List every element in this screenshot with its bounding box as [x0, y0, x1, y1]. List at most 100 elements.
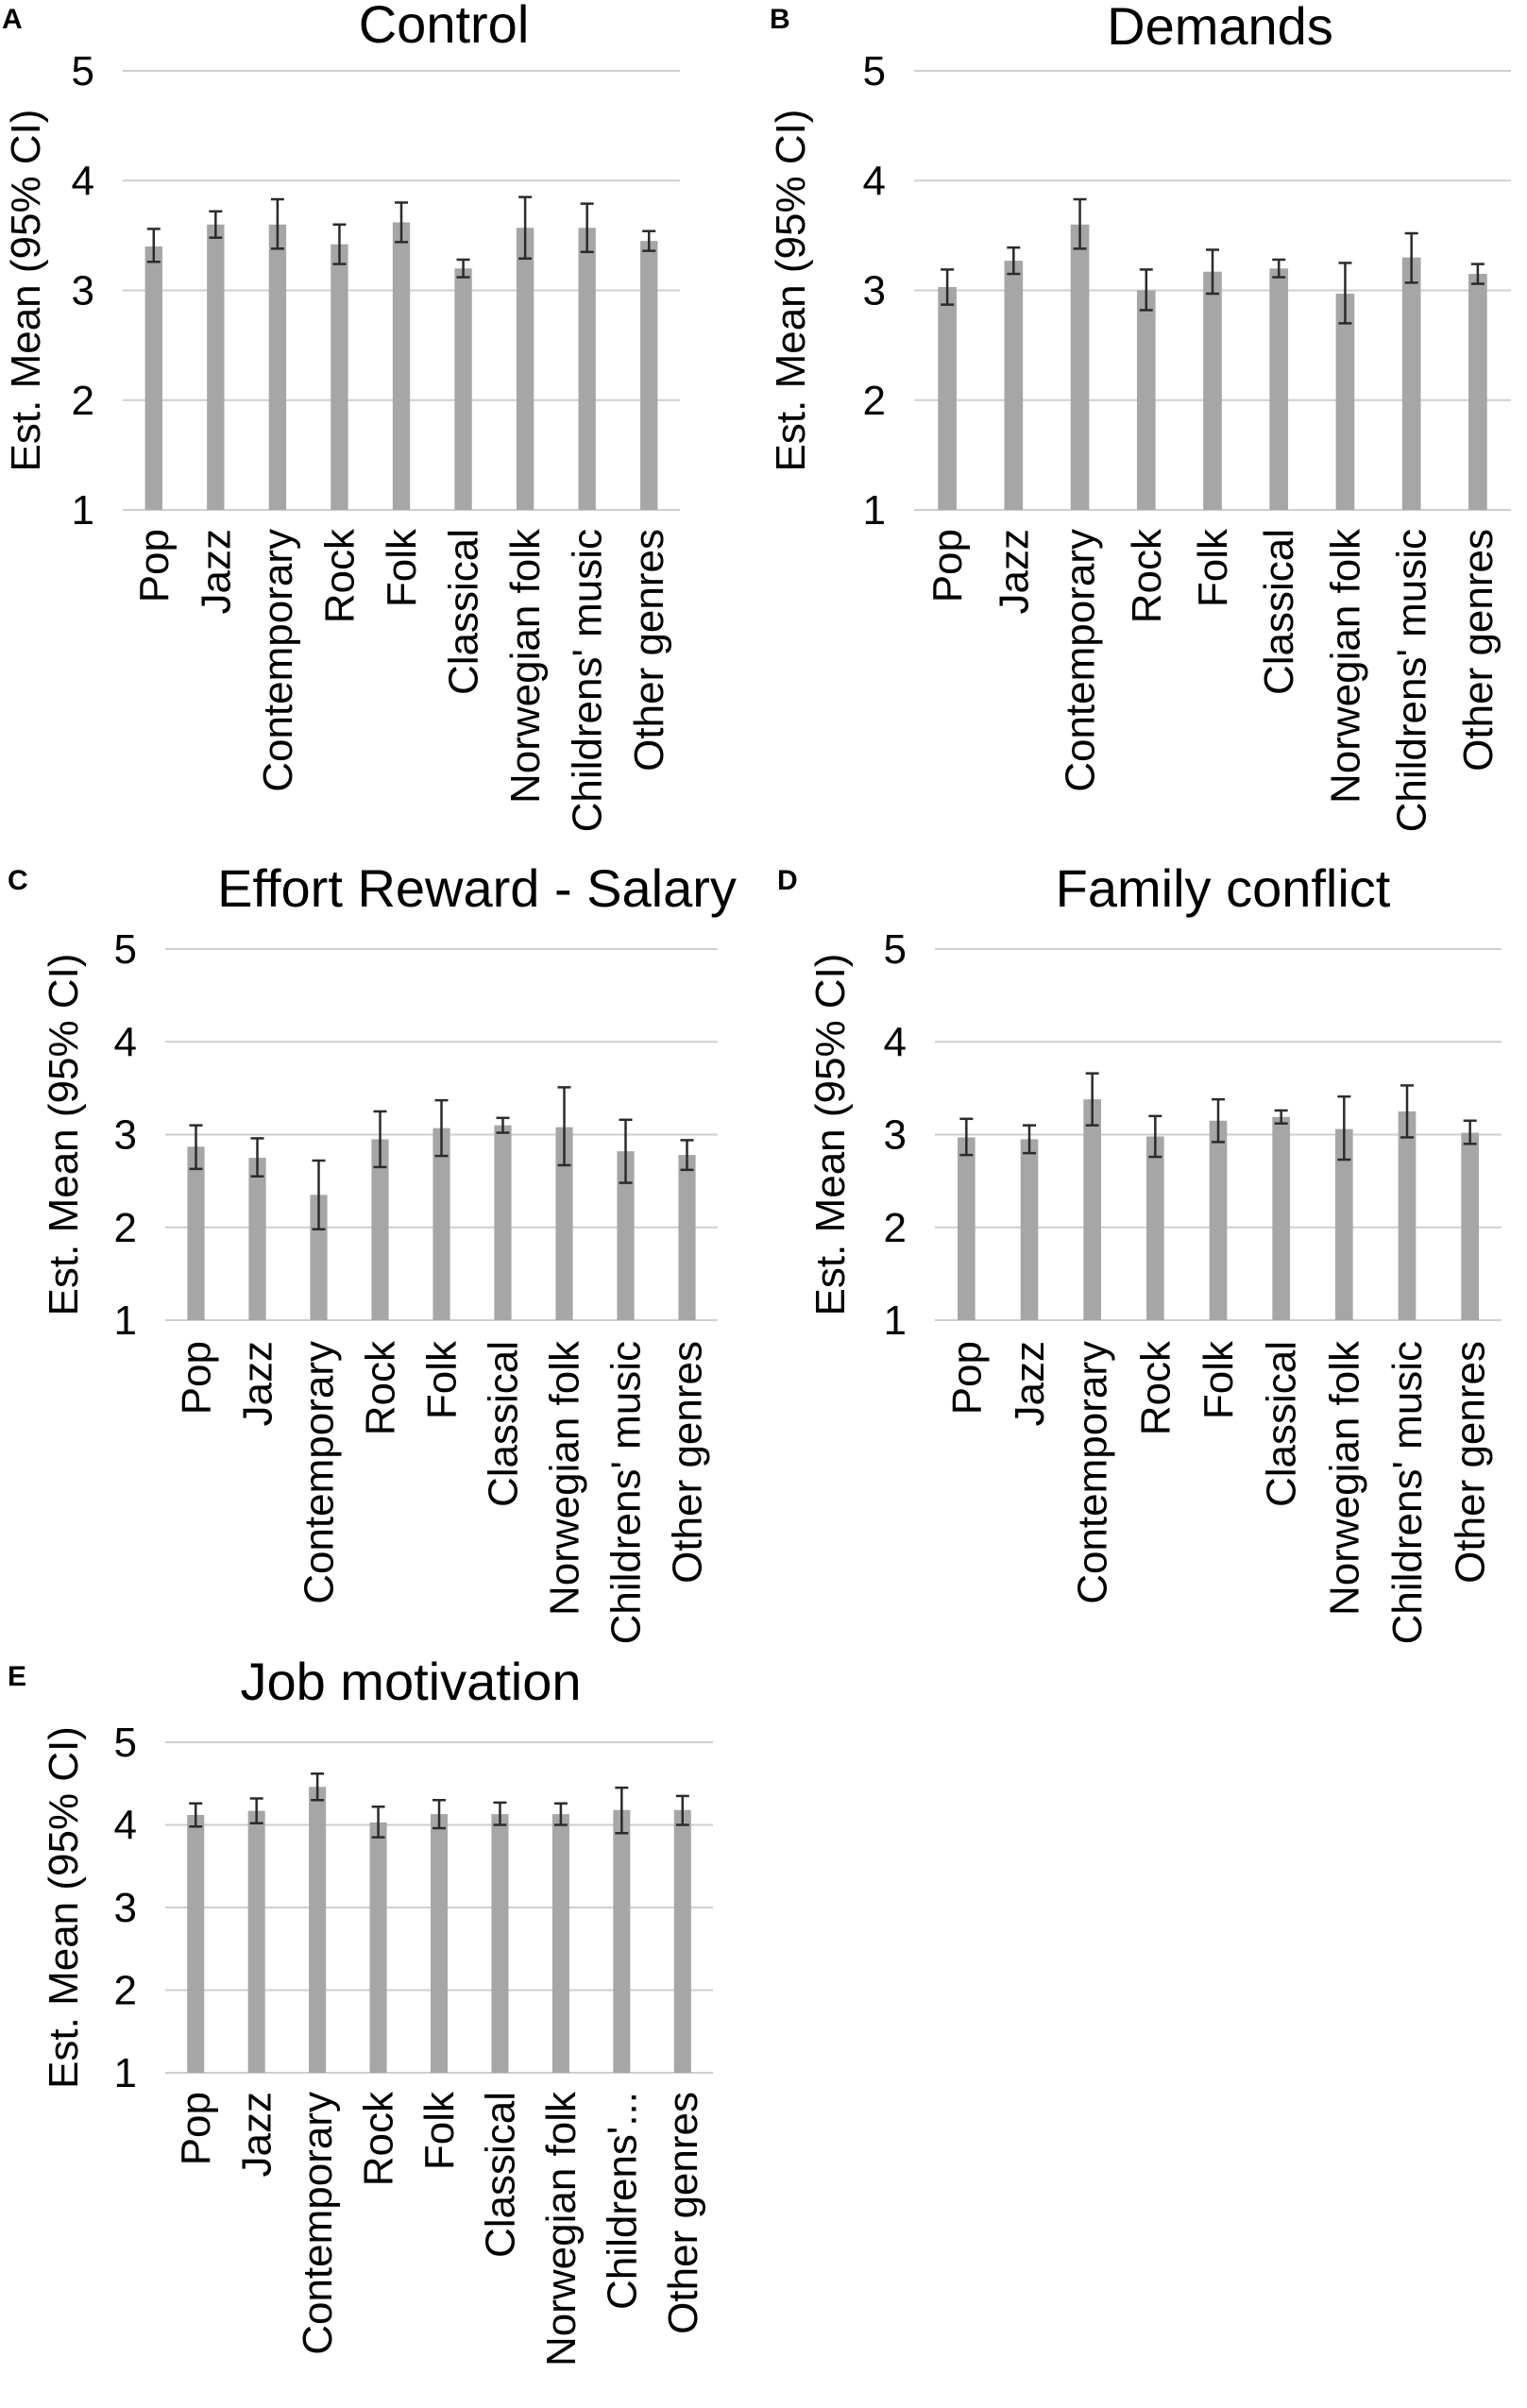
x-tick-label: Folk	[1190, 528, 1236, 607]
x-tick-label: Contemporary	[297, 1341, 343, 1604]
bar	[247, 1810, 265, 2073]
x-tick-label: Other genres	[1448, 1341, 1494, 1584]
bar	[938, 287, 957, 510]
x-tick-label: Classical	[477, 2092, 523, 2258]
x-tick-label: Rock	[358, 1340, 404, 1435]
y-tick-label: 5	[72, 48, 94, 94]
chart-panel-b: B Demands Est. Mean (95% CI) 1 2 3 4 5 Pop Jazz Co…	[765, 0, 1527, 832]
x-tick-label: Rock	[316, 528, 363, 623]
bar	[1146, 1136, 1164, 1320]
y-tick-label: 2	[114, 1968, 137, 2014]
y-tick-label: 2	[114, 1205, 137, 1251]
y-tick-label: 3	[884, 1112, 907, 1159]
x-tick-label: Childrens' music	[1384, 1341, 1431, 1644]
chart-svg-c: C Effort Reward - Salary Est. Mean (95% CI…	[8, 858, 737, 1644]
y-tick-label: 5	[114, 926, 137, 973]
y-tick-label: 4	[72, 158, 94, 204]
x-tick-label: Other genres	[1455, 529, 1502, 772]
x-tick-label: Pop	[131, 529, 178, 602]
bar	[958, 1137, 976, 1320]
chart-panel-c: C Effort Reward - Salary Est. Mean (95% CI…	[0, 850, 765, 1662]
x-tick-label: Norwegian folk	[542, 1340, 588, 1616]
bar	[1468, 274, 1487, 510]
bar	[613, 1809, 631, 2073]
y-tick-label: 1	[863, 487, 886, 534]
bar	[454, 268, 472, 510]
bar	[144, 246, 162, 510]
chart-svg-d: D Family conflict Est. Mean (95% CI) 1 2 3 4 5 P…	[777, 858, 1502, 1644]
bar	[248, 1158, 266, 1320]
x-tick-label: Norwegian folk	[502, 528, 549, 804]
x-tick-label: Rock	[356, 2091, 402, 2186]
bar	[1209, 1120, 1228, 1320]
bar	[430, 1814, 449, 2073]
bar	[1203, 271, 1222, 510]
x-tick-label: Childrens'...	[599, 2092, 645, 2310]
bar	[392, 222, 411, 511]
x-tick-label: Jazz	[991, 529, 1037, 614]
bar	[1070, 224, 1090, 510]
bar	[310, 1195, 328, 1320]
bar	[1136, 290, 1156, 510]
x-tick-label: Classical	[1256, 529, 1302, 695]
bar	[309, 1787, 327, 2073]
bar	[1083, 1099, 1101, 1320]
x-tick-label: Other genres	[660, 2092, 706, 2334]
bar	[268, 224, 287, 510]
chart-svg-b: B Demands Est. Mean (95% CI) 1 2 3 4 5 Pop Jazz Co…	[768, 0, 1511, 832]
x-tick-label: Pop	[943, 1341, 990, 1415]
chart-panel-e: E Job motivation Est. Mean (95% CI) 1 2 3 4 5 Po…	[0, 1643, 765, 2408]
bar	[1020, 1139, 1039, 1320]
x-tick-label: Contemporary	[1070, 1341, 1116, 1604]
bar	[494, 1125, 512, 1320]
bar	[516, 228, 534, 511]
x-tick-label: Classical	[1259, 1341, 1305, 1507]
bar	[371, 1139, 389, 1320]
y-tick-label: 2	[863, 378, 886, 424]
x-tick-label: Childrens' music	[603, 1341, 650, 1644]
y-tick-label: 3	[114, 1112, 137, 1159]
x-tick-label: Contemporary	[1058, 529, 1104, 792]
x-tick-label: Other genres	[626, 529, 672, 772]
y-tick-label: 4	[884, 1019, 907, 1065]
y-tick-label: 1	[114, 2050, 137, 2096]
panel-letter: D	[777, 865, 798, 896]
x-tick-label: Rock	[1132, 1340, 1179, 1435]
panel-letter: B	[770, 4, 790, 35]
y-tick-label: 5	[863, 48, 886, 94]
bar	[578, 228, 596, 511]
x-tick-label: Pop	[925, 529, 971, 602]
bar	[207, 224, 225, 510]
x-tick-label: Folk	[416, 2091, 463, 2170]
bar	[555, 1127, 573, 1320]
y-axis-label: Est. Mean (95% CI)	[768, 110, 814, 472]
y-axis-label: Est. Mean (95% CI)	[41, 954, 87, 1316]
y-tick-label: 4	[114, 1803, 137, 1849]
chart-svg-e: E Job motivation Est. Mean (95% CI) 1 2 3 4 5 Po…	[8, 1652, 713, 2366]
y-tick-label: 1	[72, 487, 94, 534]
x-tick-label: Contemporary	[255, 529, 301, 792]
chart-svg-a: A Control Est. Mean (95% CI) 1 2 3 4 5 Pop Jazz Co…	[2, 0, 680, 832]
x-tick-label: Classical	[441, 529, 487, 695]
x-tick-label: Jazz	[193, 529, 239, 614]
x-tick-label: Jazz	[1007, 1341, 1053, 1426]
bar	[187, 1815, 205, 2073]
chart-title: Effort Reward - Salary	[217, 858, 737, 918]
x-tick-label: Pop	[174, 1341, 220, 1415]
x-tick-label: Norwegian folk	[1322, 528, 1368, 804]
x-tick-label: Norwegian folk	[538, 2091, 585, 2366]
bar	[331, 244, 348, 510]
x-tick-label: Childrens' music	[565, 529, 611, 832]
panel-letter: A	[2, 4, 23, 35]
x-tick-label: Jazz	[234, 2092, 280, 2177]
bar	[1004, 261, 1024, 510]
chart-title: Family conflict	[1056, 858, 1391, 918]
bar	[1401, 257, 1421, 510]
y-tick-label: 5	[114, 1720, 137, 1766]
bar	[369, 1822, 387, 2073]
y-tick-label: 1	[884, 1297, 907, 1344]
bar	[673, 1809, 691, 2073]
chart-title: Control	[359, 0, 530, 54]
x-tick-label: Classical	[481, 1341, 527, 1507]
bar	[187, 1146, 205, 1320]
